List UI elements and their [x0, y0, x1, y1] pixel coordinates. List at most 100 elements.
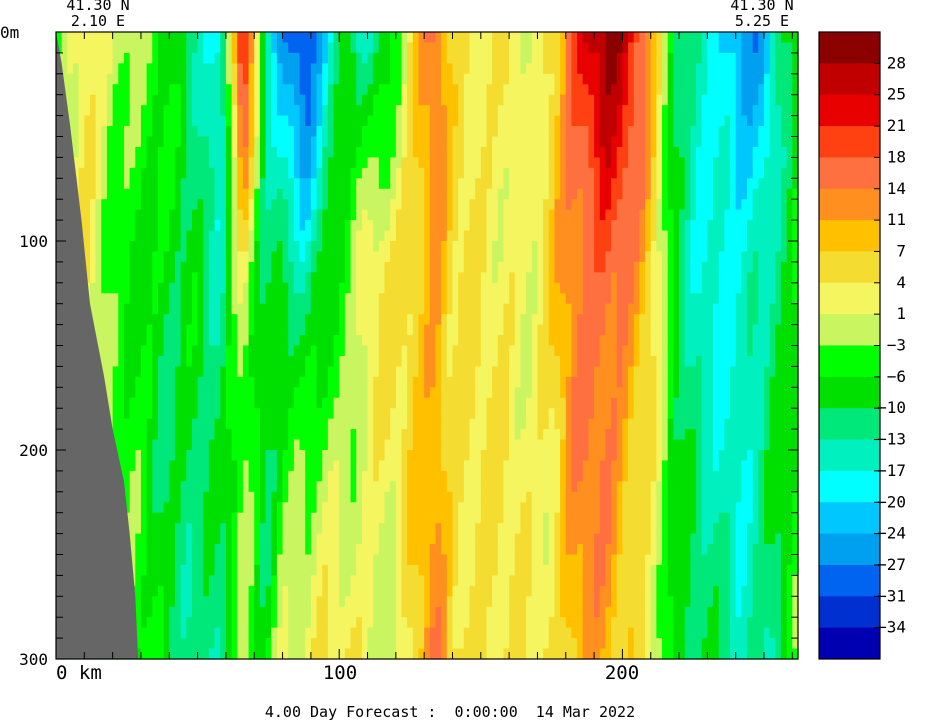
field-cell [186, 105, 193, 117]
field-cell [152, 470, 159, 482]
field-cell [503, 481, 510, 493]
field-cell [135, 157, 142, 169]
field-cell [282, 533, 289, 545]
field-cell [475, 387, 482, 399]
field-cell [418, 324, 425, 336]
field-cell [271, 335, 278, 347]
field-cell [356, 376, 363, 388]
field-cell [435, 523, 442, 535]
field-cell [452, 84, 459, 96]
field-cell [174, 376, 182, 388]
field-cell [486, 220, 493, 232]
field-cell [424, 564, 431, 576]
field-cell [344, 450, 352, 462]
field-cell [146, 345, 153, 357]
field-cell [180, 167, 187, 179]
field-cell [503, 303, 510, 315]
field-cell [475, 523, 482, 535]
field-cell [186, 481, 193, 493]
field-cell [254, 32, 261, 44]
field-cell [480, 564, 488, 576]
field-cell [118, 146, 125, 158]
field-cell [214, 523, 221, 535]
field-cell [282, 167, 289, 179]
field-cell [140, 533, 148, 545]
field-cell [492, 94, 499, 106]
field-cell [435, 282, 442, 294]
field-cell [384, 575, 391, 587]
field-cell [237, 397, 244, 409]
field-cell [191, 84, 199, 96]
field-cell [475, 397, 482, 409]
field-cell [322, 167, 329, 179]
field-cell [276, 564, 284, 576]
field-cell [259, 533, 267, 545]
field-cell [242, 146, 250, 158]
field-cell [135, 188, 142, 200]
field-cell [418, 450, 425, 462]
field-cell [424, 32, 431, 44]
field-cell [514, 533, 522, 545]
field-cell [89, 73, 97, 85]
field-cell [509, 126, 516, 138]
field-cell [497, 491, 505, 503]
field-cell [231, 157, 238, 169]
field-cell [407, 512, 414, 524]
field-cell [486, 261, 493, 273]
field-cell [463, 648, 471, 660]
field-cell [208, 638, 216, 650]
field-cell [497, 648, 505, 660]
field-cell [299, 32, 306, 44]
field-cell [339, 94, 346, 106]
field-cell [186, 429, 193, 441]
field-cell [135, 408, 142, 420]
field-cell [254, 324, 261, 336]
field-cell [469, 491, 476, 503]
field-cell [492, 575, 499, 587]
field-cell [163, 303, 170, 315]
field-cell [180, 544, 187, 556]
field-cell [333, 585, 340, 597]
field-cell [429, 220, 437, 232]
field-cell [390, 544, 397, 556]
field-cell [191, 115, 199, 127]
field-cell [435, 554, 442, 566]
field-cell [112, 335, 119, 347]
field-cell [220, 366, 227, 378]
field-cell [220, 408, 227, 420]
field-cell [123, 303, 131, 315]
field-cell [95, 115, 102, 127]
field-cell [84, 63, 91, 75]
field-cell [242, 188, 250, 200]
field-cell [259, 251, 267, 263]
field-cell [418, 136, 425, 148]
field-cell [72, 94, 80, 106]
field-cell [72, 42, 80, 54]
field-cell [191, 533, 199, 545]
field-cell [503, 146, 510, 158]
field-cell [344, 241, 352, 253]
field-cell [140, 397, 148, 409]
field-cell [316, 94, 323, 106]
field-cell [152, 157, 159, 169]
field-cell [203, 241, 210, 253]
field-cell [344, 52, 352, 64]
field-cell [299, 502, 306, 514]
field-cell [327, 544, 335, 556]
field-cell [373, 575, 380, 587]
field-cell [344, 126, 352, 138]
field-cell [373, 355, 380, 367]
field-cell [378, 324, 386, 336]
field-cell [152, 512, 159, 524]
field-cell [395, 94, 403, 106]
field-cell [208, 314, 216, 326]
field-cell [497, 209, 505, 221]
field-cell [327, 209, 335, 221]
field-cell [310, 355, 318, 367]
field-cell [469, 429, 476, 441]
field-cell [78, 42, 85, 54]
field-cell [174, 429, 182, 441]
field-cell [242, 73, 250, 85]
field-cell [89, 241, 97, 253]
field-cell [220, 533, 227, 545]
